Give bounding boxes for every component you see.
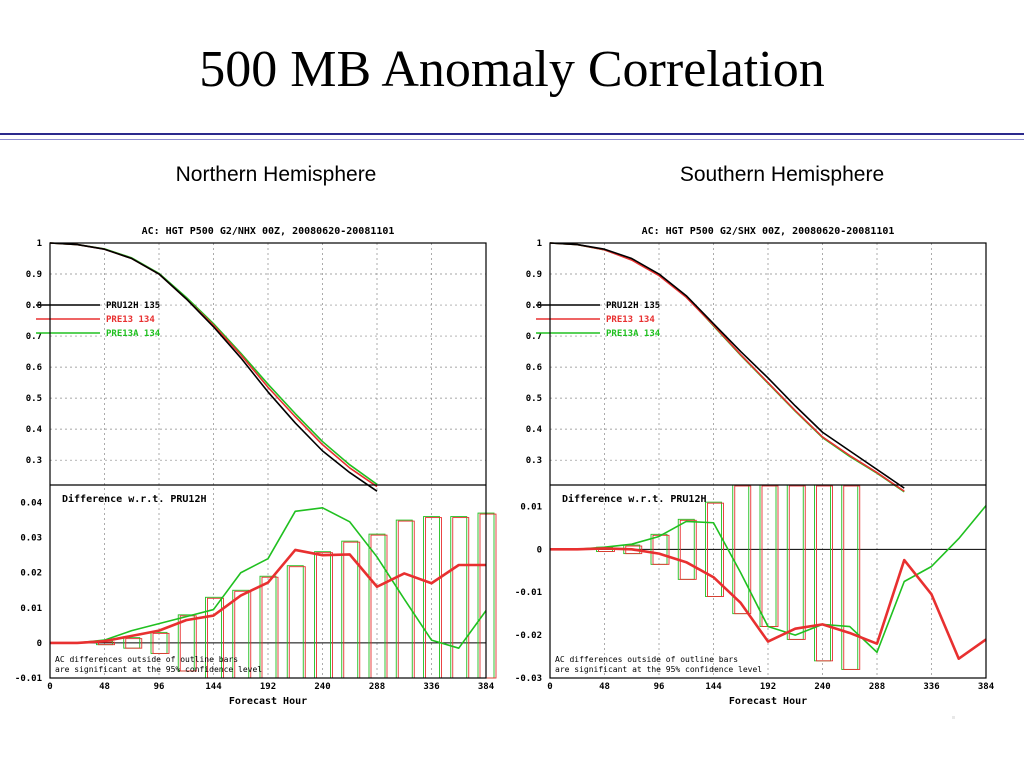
y-tick-label-bottom: 0.03: [20, 534, 42, 544]
y-tick-label-top: 0.5: [526, 394, 542, 404]
slide-title: 500 MB Anomaly Correlation: [199, 41, 825, 98]
y-tick-label-bottom: 0.01: [20, 604, 42, 614]
title-rule: [0, 133, 1024, 135]
significance-note-line2: are significant at the 95% confidence le…: [555, 665, 762, 674]
y-tick-label-bottom: 0: [37, 639, 42, 649]
legend-label-pru12h: PRU12H 135: [106, 301, 160, 311]
legend-label-pru12h: PRU12H 135: [606, 301, 660, 311]
x-tick-label: 48: [99, 682, 110, 692]
x-tick-label: 0: [547, 682, 552, 692]
diff-line-pre13a: [50, 507, 487, 649]
significance-note-line1: AC differences outside of outline bars: [555, 655, 738, 664]
x-tick-label: 288: [869, 682, 885, 692]
y-tick-label-top: 1: [537, 239, 542, 249]
y-tick-label-top: 0.5: [26, 394, 42, 404]
significance-note-line1: AC differences outside of outline bars: [55, 655, 238, 664]
x-tick-label: 0: [47, 682, 52, 692]
y-tick-label-bottom: 0.02: [20, 569, 42, 579]
x-tick-label: 48: [599, 682, 610, 692]
title-rule-thin: [0, 139, 1024, 140]
legend-label-pre13: PRE13 134: [106, 315, 155, 325]
x-tick-label: 288: [369, 682, 385, 692]
y-tick-label-top: 0.9: [26, 270, 42, 280]
significance-bar-red: [843, 485, 861, 670]
x-axis-label: Forecast Hour: [229, 696, 307, 707]
x-tick-label: 336: [923, 682, 939, 692]
x-tick-label: 192: [260, 682, 276, 692]
y-tick-label-top: 0.4: [526, 425, 543, 435]
chart-title: AC: HGT P500 G2/NHX 00Z, 20080620-200811…: [142, 226, 395, 237]
y-tick-label-bottom: 0.04: [20, 499, 42, 509]
chart-title: AC: HGT P500 G2/SHX 00Z, 20080620-200811…: [642, 226, 895, 237]
y-tick-label-top: 0.4: [26, 425, 43, 435]
significance-bar-red: [98, 641, 115, 646]
y-tick-label-bottom: -0.01: [15, 674, 42, 684]
y-tick-label-bottom: -0.02: [515, 631, 542, 641]
legend-label-pre13a: PRE13A 134: [106, 329, 161, 339]
y-tick-label-top: 0.9: [526, 270, 542, 280]
x-tick-label: 96: [654, 682, 665, 692]
y-tick-label-bottom: 0: [537, 545, 542, 555]
y-tick-label-top: 0.6: [26, 363, 42, 373]
y-tick-label-bottom: -0.01: [515, 588, 542, 598]
legend-label-pre13: PRE13 134: [606, 315, 655, 325]
y-tick-label-top: 0.6: [526, 363, 542, 373]
significance-bar-red: [788, 485, 806, 640]
x-tick-label: 144: [205, 682, 222, 692]
significance-bar-red: [125, 638, 143, 649]
significance-note-line2: are significant at the 95% confidence le…: [55, 665, 262, 674]
series-line-pru12h: [549, 242, 905, 489]
diff-line-pre13: [550, 547, 987, 661]
southern-hemisphere-chart: AC: HGT P500 G2/SHX 00Z, 20080620-200811…: [515, 226, 995, 707]
significance-bar-red: [734, 485, 752, 615]
y-tick-label-top: 0.7: [526, 332, 542, 342]
northern-hemisphere-label: Northern Hemisphere: [175, 163, 377, 186]
x-axis-label: Forecast Hour: [729, 696, 807, 707]
y-tick-label-top: 0.8: [526, 301, 542, 311]
y-tick-label-bottom: -0.03: [515, 674, 542, 684]
significance-bar-red: [479, 513, 497, 679]
significance-bar-red: [679, 519, 697, 580]
y-tick-label-top: 0.3: [526, 456, 542, 466]
difference-title: Difference w.r.t. PRU12H: [62, 493, 207, 505]
southern-hemisphere-label: Southern Hemisphere: [679, 163, 885, 186]
y-tick-label-top: 0.3: [26, 456, 42, 466]
diff-line-pre13a: [550, 505, 987, 654]
slide-decoration: [952, 716, 955, 719]
series-line-pru12h: [49, 242, 378, 492]
x-tick-label: 240: [314, 682, 330, 692]
y-tick-label-top: 1: [37, 239, 42, 249]
significance-bar-red: [707, 502, 724, 597]
x-tick-label: 240: [814, 682, 830, 692]
x-tick-label: 192: [760, 682, 776, 692]
y-tick-label-top: 0.8: [26, 301, 42, 311]
x-tick-label: 96: [154, 682, 165, 692]
x-tick-label: 144: [705, 682, 722, 692]
difference-title: Difference w.r.t. PRU12H: [562, 493, 707, 505]
northern-hemisphere-chart: AC: HGT P500 G2/NHX 00Z, 20080620-200811…: [15, 226, 497, 707]
plot-frame: [49, 242, 487, 679]
significance-bar-red: [152, 632, 170, 654]
y-tick-label-bottom: 0.01: [520, 502, 542, 512]
significance-bar-red: [816, 485, 833, 662]
x-tick-label: 384: [478, 682, 495, 692]
plot-frame: [549, 242, 987, 679]
legend-label-pre13a: PRE13A 134: [606, 329, 661, 339]
y-tick-label-top: 0.7: [26, 332, 42, 342]
diff-line-pre13: [50, 548, 486, 645]
x-tick-label: 384: [978, 682, 995, 692]
x-tick-label: 336: [423, 682, 439, 692]
